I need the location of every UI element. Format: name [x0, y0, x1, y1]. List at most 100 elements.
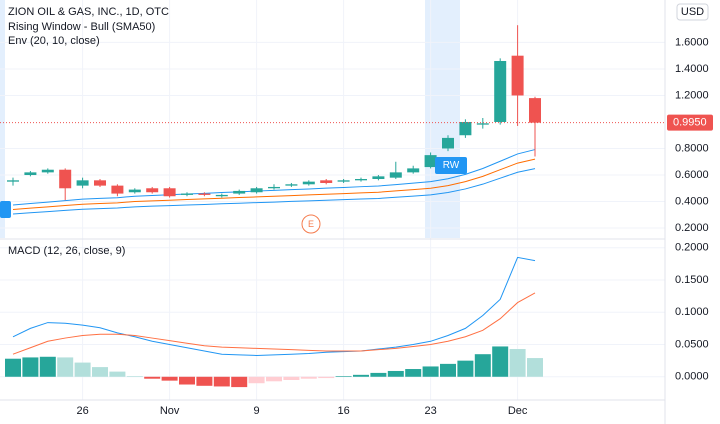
candle-body: [76, 180, 89, 186]
histogram-bar: [57, 357, 74, 377]
price-label: 0.9950: [673, 117, 707, 129]
x-tick-label: 9: [254, 405, 260, 417]
histogram-bar: [474, 354, 491, 377]
candle-body: [111, 185, 124, 194]
candle-body: [250, 188, 263, 193]
histogram-bar: [422, 366, 439, 377]
histogram-bar: [527, 358, 543, 377]
indicator-line: [12, 292, 536, 355]
plot: 0.2000 0.4000 0.6000 0.8000 1.2000 1.4000 1.60…: [0, 0, 713, 417]
histogram-bar: [213, 376, 230, 387]
candle-body: [41, 169, 54, 173]
candle-body: [355, 178, 367, 181]
candle-body: [7, 180, 19, 182]
candle-body: [389, 172, 402, 178]
candle-body: [268, 186, 280, 189]
histogram-bar: [509, 349, 526, 377]
indicator-line: [12, 168, 536, 215]
candle-body: [302, 181, 315, 185]
y-tick-label: 0.0000: [675, 371, 709, 383]
candle-body: [24, 172, 37, 176]
pattern-marker: [0, 201, 11, 218]
histogram-bar: [109, 371, 126, 377]
histogram-bar: [248, 376, 265, 384]
annotation: E: [308, 219, 314, 229]
x-tick-label: Dec: [508, 405, 528, 417]
histogram-bar: [179, 376, 195, 385]
histogram-bar: [231, 376, 248, 388]
indicator-line: [12, 158, 536, 210]
y-tick-label: 1.6000: [675, 36, 709, 48]
histogram-bar: [440, 363, 456, 377]
chart-title: ZION OIL & GAS, INC., 1D, OTC: [8, 6, 169, 18]
macd-title: MACD (12, 26, close, 9): [8, 245, 125, 257]
histogram-bar: [370, 372, 387, 377]
histogram-bar: [161, 376, 178, 381]
candle-body: [320, 180, 333, 183]
candle-body: [59, 169, 72, 189]
candle-body: [337, 180, 350, 182]
pattern-highlight: [0, 0, 5, 238]
candle-body: [372, 176, 385, 179]
histogram-bar: [92, 367, 108, 377]
candle-body: [198, 193, 211, 195]
histogram-bar: [5, 358, 21, 377]
histogram-bar: [266, 376, 282, 382]
candle-body: [163, 188, 176, 197]
candle-body: [529, 98, 541, 123]
indicator-line: [12, 256, 536, 356]
y-tick-label: 0.4000: [675, 195, 709, 207]
x-tick-label: 26: [76, 405, 88, 417]
annotation-box: [435, 157, 467, 174]
histogram-bar: [457, 360, 474, 377]
x-tick-label: 23: [424, 405, 436, 417]
x-tick-label: Nov: [160, 405, 180, 417]
histogram-bar: [22, 357, 39, 377]
histogram-bar: [144, 376, 161, 379]
annotation: RW: [443, 160, 460, 171]
indicator-label: Env (20, 10, close): [8, 35, 100, 47]
candle-body: [181, 193, 193, 195]
y-tick-label: 0.2000: [675, 242, 709, 254]
histogram-bar: [405, 369, 422, 377]
histogram-bar: [196, 376, 213, 386]
candle-body: [94, 180, 106, 186]
histogram-bar: [387, 370, 404, 377]
candle-body: [215, 194, 228, 197]
candle-body: [494, 60, 507, 122]
indicator-line: [12, 149, 536, 206]
currency-box[interactable]: [676, 3, 709, 21]
x-tick-label: 16: [337, 405, 349, 417]
candle-body: [285, 184, 298, 186]
annotation-circle: [301, 214, 321, 234]
histogram-bar: [353, 374, 369, 377]
indicator-label: Rising Window - Bull (SMA50): [8, 21, 155, 33]
y-tick-label: 0.6000: [675, 169, 709, 181]
candle-body: [128, 189, 141, 193]
y-tick-label: 1.2000: [675, 89, 709, 101]
y-tick-label: 0.8000: [675, 142, 709, 154]
histogram-bar: [335, 376, 352, 377]
y-tick-label: 0.1500: [675, 274, 709, 286]
y-tick-label: 1.4000: [675, 63, 709, 75]
currency[interactable]: USD: [681, 6, 704, 18]
candle-body: [459, 121, 472, 136]
y-tick-label: 0.1000: [675, 306, 709, 318]
candle-body: [146, 188, 159, 193]
y-tick-label: 0.0500: [675, 338, 709, 350]
price-label-box: [667, 114, 713, 131]
histogram-bar: [492, 346, 509, 377]
histogram-bar: [300, 376, 317, 379]
histogram-bar: [74, 362, 91, 377]
candle-body: [476, 123, 489, 125]
candle-body: [233, 190, 246, 194]
histogram-bar: [126, 376, 143, 377]
candle-body: [407, 168, 420, 173]
candle-body: [511, 55, 524, 96]
histogram-bar: [318, 376, 335, 379]
candle-body: [442, 137, 454, 149]
y-tick-label: 0.2000: [675, 222, 709, 234]
histogram-bar: [283, 376, 300, 380]
